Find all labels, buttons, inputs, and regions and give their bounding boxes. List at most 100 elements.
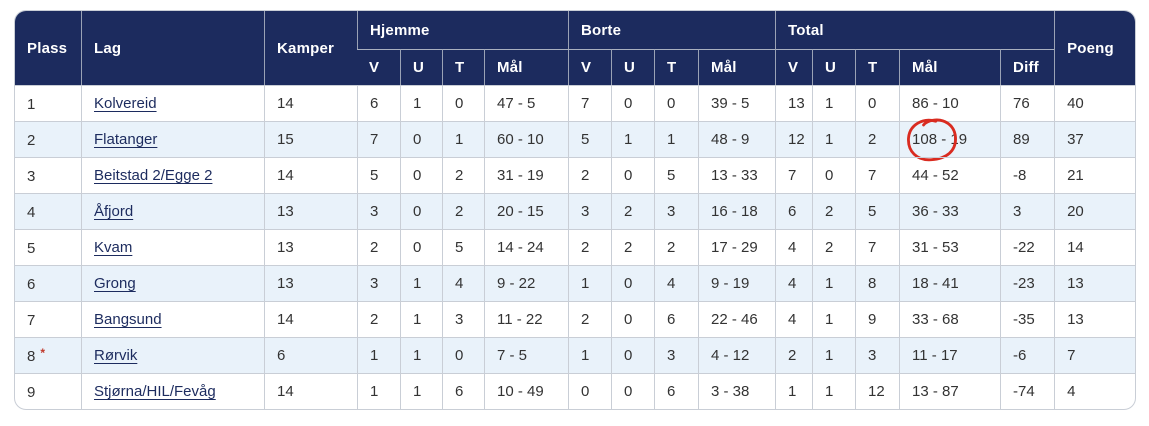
col-header-hjemme-t: T (442, 49, 484, 85)
cell-poeng: 37 (1054, 121, 1135, 157)
cell-lag: Rørvik (81, 337, 264, 373)
cell-poeng: 13 (1054, 265, 1135, 301)
cell-kamper: 6 (264, 337, 357, 373)
cell-hjemme-t: 5 (442, 229, 484, 265)
cell-poeng: 40 (1054, 85, 1135, 121)
cell-total-t: 2 (855, 121, 900, 157)
col-header-poeng: Poeng (1054, 11, 1135, 85)
cell-hjemme-u: 1 (400, 265, 442, 301)
cell-kamper: 14 (264, 157, 357, 193)
table-row: 8 * Rørvik 6 1 1 0 7 - 5 1 0 3 4 - 12 2 1… (15, 337, 1135, 373)
cell-borte-u: 0 (611, 265, 654, 301)
rank-number: 5 (27, 240, 36, 257)
team-link[interactable]: Flatanger (94, 131, 158, 148)
cell-plass: 3 (15, 157, 81, 193)
cell-borte-v: 2 (568, 229, 611, 265)
cell-total-t: 7 (855, 229, 900, 265)
cell-total-v: 12 (775, 121, 813, 157)
cell-borte-v: 3 (568, 193, 611, 229)
team-link[interactable]: Rørvik (94, 347, 138, 364)
cell-borte-v: 5 (568, 121, 611, 157)
cell-plass: 7 (15, 301, 81, 337)
table-header: Plass Lag Kamper Hjemme Borte Total Poen… (15, 11, 1135, 85)
cell-total-u: 1 (812, 85, 856, 121)
cell-borte-t: 6 (654, 373, 698, 409)
cell-borte-maal: 3 - 38 (698, 373, 776, 409)
cell-lag: Åfjord (81, 193, 264, 229)
team-link[interactable]: Kvam (94, 239, 133, 256)
cell-diff: 3 (1000, 193, 1055, 229)
cell-lag: Bangsund (81, 301, 264, 337)
cell-hjemme-u: 1 (400, 337, 442, 373)
cell-diff: -35 (1000, 301, 1055, 337)
team-link[interactable]: Åfjord (94, 203, 134, 220)
cell-total-u: 1 (812, 121, 856, 157)
cell-diff: -6 (1000, 337, 1055, 373)
cell-diff: -8 (1000, 157, 1055, 193)
team-link[interactable]: Bangsund (94, 311, 162, 328)
cell-borte-t: 3 (654, 337, 698, 373)
cell-borte-u: 0 (611, 301, 654, 337)
cell-total-v: 13 (775, 85, 813, 121)
cell-borte-v: 7 (568, 85, 611, 121)
cell-borte-maal: 16 - 18 (698, 193, 776, 229)
cell-borte-maal: 48 - 9 (698, 121, 776, 157)
cell-hjemme-maal: 14 - 24 (484, 229, 568, 265)
cell-hjemme-t: 2 (442, 157, 484, 193)
col-header-borte-t: T (654, 49, 698, 85)
cell-borte-t: 5 (654, 157, 698, 193)
team-link[interactable]: Beitstad 2/Egge 2 (94, 167, 213, 184)
cell-kamper: 13 (264, 265, 357, 301)
cell-hjemme-maal: 9 - 22 (484, 265, 568, 301)
cell-total-v: 7 (775, 157, 813, 193)
cell-total-v: 4 (775, 229, 813, 265)
cell-total-u: 2 (812, 193, 856, 229)
cell-total-t: 7 (855, 157, 900, 193)
rank-number: 1 (27, 96, 36, 113)
cell-lag: Kvam (81, 229, 264, 265)
cell-diff: -23 (1000, 265, 1055, 301)
col-header-kamper: Kamper (264, 11, 357, 85)
cell-plass: 6 (15, 265, 81, 301)
table-row: 3 Beitstad 2/Egge 2 14 5 0 2 31 - 19 2 0… (15, 157, 1135, 193)
col-header-total-maal: Mål (899, 49, 1001, 85)
rank-number: 8 (27, 348, 36, 365)
cell-total-v: 4 (775, 265, 813, 301)
cell-borte-maal: 39 - 5 (698, 85, 776, 121)
cell-poeng: 7 (1054, 337, 1135, 373)
cell-borte-u: 2 (611, 229, 654, 265)
rank-number: 7 (27, 312, 36, 329)
col-header-plass: Plass (15, 11, 81, 85)
col-header-hjemme-u: U (400, 49, 442, 85)
team-link[interactable]: Kolvereid (94, 95, 157, 112)
cell-total-u: 0 (812, 157, 856, 193)
standings-page: Plass Lag Kamper Hjemme Borte Total Poen… (14, 10, 1136, 410)
cell-hjemme-u: 0 (400, 229, 442, 265)
cell-diff: 76 (1000, 85, 1055, 121)
cell-plass: 4 (15, 193, 81, 229)
team-link[interactable]: Stjørna/HIL/Fevåg (94, 383, 216, 400)
table-row: 4 Åfjord 13 3 0 2 20 - 15 3 2 3 16 - 18 … (15, 193, 1135, 229)
cell-hjemme-maal: 31 - 19 (484, 157, 568, 193)
table-row: 5 Kvam 13 2 0 5 14 - 24 2 2 2 17 - 29 4 … (15, 229, 1135, 265)
col-header-borte-maal: Mål (698, 49, 776, 85)
rank-number: 6 (27, 276, 36, 293)
cell-hjemme-v: 7 (357, 121, 400, 157)
cell-borte-u: 2 (611, 193, 654, 229)
cell-kamper: 13 (264, 193, 357, 229)
cell-borte-u: 0 (611, 337, 654, 373)
rank-number: 2 (27, 132, 36, 149)
cell-total-u: 1 (812, 373, 856, 409)
total-goals-value: 33 - 68 (912, 311, 959, 328)
cell-total-t: 9 (855, 301, 900, 337)
col-header-total-v: V (775, 49, 813, 85)
cell-borte-u: 0 (611, 373, 654, 409)
team-link[interactable]: Grong (94, 275, 136, 292)
cell-poeng: 4 (1054, 373, 1135, 409)
table-row: 9 Stjørna/HIL/Fevåg 14 1 1 6 10 - 49 0 0… (15, 373, 1135, 409)
cell-hjemme-v: 2 (357, 301, 400, 337)
cell-hjemme-u: 1 (400, 85, 442, 121)
col-header-hjemme-maal: Mål (484, 49, 568, 85)
cell-total-u: 1 (812, 301, 856, 337)
cell-borte-u: 0 (611, 85, 654, 121)
